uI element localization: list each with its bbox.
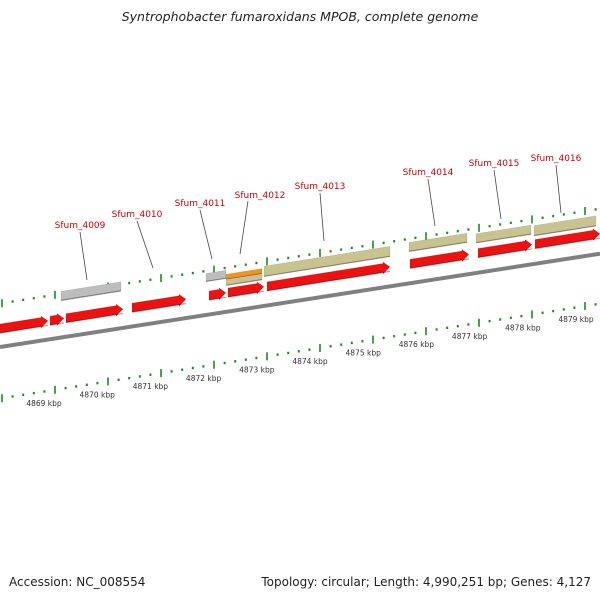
scale-label: 4871 kbp xyxy=(133,382,169,391)
scale-label: 4875 kbp xyxy=(346,349,382,358)
gene-label: Sfum_4013 xyxy=(295,182,346,192)
cds-arrow xyxy=(65,303,124,323)
cds-arrow xyxy=(208,287,227,301)
cds-arrow xyxy=(131,293,187,313)
scale-label: 4879 kbp xyxy=(558,315,594,324)
cds-arrow xyxy=(49,313,65,327)
cds-arrow xyxy=(266,261,391,292)
gene-label: Sfum_4016 xyxy=(531,154,582,164)
backbone xyxy=(0,251,600,349)
map-title: Syntrophobacter fumaroxidans MPOB, compl… xyxy=(121,9,479,24)
gene-block-gray xyxy=(60,281,122,301)
gene-block-olive xyxy=(225,274,263,286)
scale-label: 4878 kbp xyxy=(505,323,541,332)
scale-label: 4872 kbp xyxy=(186,374,222,383)
gene-block-olive xyxy=(263,246,391,277)
label-leader-line xyxy=(136,220,154,269)
label-leader-line xyxy=(493,169,502,220)
scale-label: 4877 kbp xyxy=(452,332,488,341)
scale-label: 4869 kbp xyxy=(26,399,62,408)
cds-arrow xyxy=(0,315,49,334)
labels: Sfum_4009 Sfum_4010 Sfum_4011 Sfum_4012 Sfum… xyxy=(26,154,594,408)
gene-block-olive xyxy=(533,215,597,236)
gene-label: Sfum_4012 xyxy=(235,191,286,201)
scale-label: 4873 kbp xyxy=(239,365,275,374)
label-leader-line xyxy=(555,164,562,214)
cds-arrow xyxy=(534,228,600,249)
features xyxy=(0,215,600,334)
gene-block-olive xyxy=(475,224,532,244)
label-leader-line xyxy=(319,192,325,242)
cds-arrow xyxy=(477,239,533,258)
accession-text: Accession: NC_008554 xyxy=(9,575,146,589)
gene-label: Sfum_4014 xyxy=(403,168,454,178)
cds-arrow xyxy=(409,249,470,269)
label-leaders xyxy=(79,164,562,281)
gene-label: Sfum_4015 xyxy=(469,159,520,169)
cds-arrow xyxy=(227,281,265,298)
backbone-line xyxy=(0,251,600,349)
gene-block-olive xyxy=(408,232,468,252)
genome-stats-text: Topology: circular; Length: 4,990,251 bp… xyxy=(261,575,591,589)
label-leader-line xyxy=(79,231,88,281)
gene-label: Sfum_4011 xyxy=(175,199,226,209)
label-leader-line xyxy=(427,178,436,227)
scale-label: 4870 kbp xyxy=(80,391,116,400)
scale-label: 4874 kbp xyxy=(292,357,328,366)
label-leader-line xyxy=(239,200,249,255)
gene-label: Sfum_4009 xyxy=(55,221,106,231)
label-leader-line xyxy=(199,209,213,260)
gene-block-orange xyxy=(225,268,263,280)
gene-label: Sfum_4010 xyxy=(112,210,163,220)
scale-label: 4876 kbp xyxy=(399,340,435,349)
